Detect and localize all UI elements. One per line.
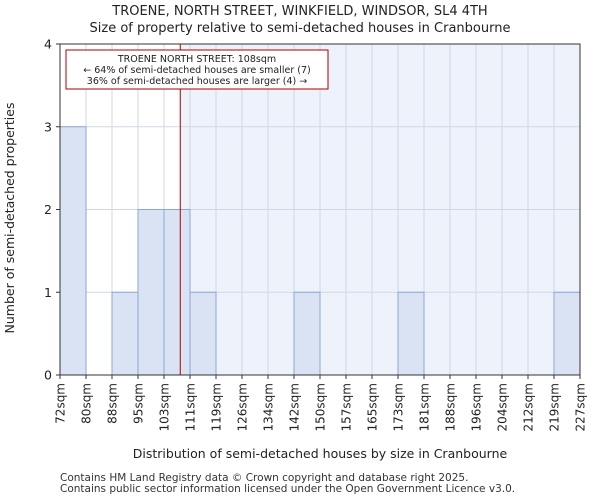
bars [59, 126, 581, 376]
x-tick-label: 111sqm [184, 383, 198, 431]
annotation-box: TROENE NORTH STREET: 108sqm ← 64% of sem… [65, 49, 329, 90]
chart-subtitle: Size of property relative to semi-detach… [89, 21, 511, 36]
x-axis-ticks: 72sqm 80sqm 88sqm 95sqm 103sqm 111sqm 119sqm 12… [54, 375, 588, 431]
bar [397, 291, 425, 376]
x-tick-label: 188sqm [444, 383, 458, 431]
x-tick-label: 142sqm [288, 383, 302, 431]
bar [59, 126, 87, 376]
x-tick-label: 80sqm [80, 383, 94, 424]
annotation-frame [65, 49, 329, 90]
y-tick-label: 1 [44, 285, 52, 300]
x-tick-label: 165sqm [366, 383, 380, 431]
x-tick-label: 204sqm [496, 383, 510, 431]
footer: Contains HM Land Registry data © Crown c… [60, 473, 515, 495]
bar [553, 291, 581, 376]
x-tick-label: 134sqm [262, 383, 276, 431]
histogram-chart: 0 1 2 3 4 72sqm 80sqm 88sqm 95sqm 103sqm 111sqm 11… [2, 37, 588, 462]
chart-title: TROENE, NORTH STREET, WINKFIELD, WINDSOR… [112, 4, 488, 19]
annotation-line-3: 36% of semi-detached houses are larger (… [87, 76, 307, 87]
x-tick-label: 103sqm [158, 383, 172, 431]
x-tick-label: 227sqm [574, 383, 588, 431]
bar [137, 209, 165, 376]
annotation-line-2: ← 64% of semi-detached houses are smalle… [83, 65, 311, 76]
x-tick-label: 119sqm [210, 383, 224, 431]
x-tick-label: 88sqm [106, 383, 120, 424]
x-tick-label: 212sqm [522, 383, 536, 431]
x-tick-label: 173sqm [392, 383, 406, 431]
y-tick-label: 4 [44, 37, 52, 52]
y-axis-label: Number of semi-detached properties [2, 103, 17, 334]
bar [163, 209, 191, 376]
y-tick-label: 3 [44, 119, 52, 134]
x-tick-label: 196sqm [470, 383, 484, 431]
y-tick-label: 2 [44, 202, 52, 217]
x-tick-label: 126sqm [236, 383, 250, 431]
x-tick-label: 150sqm [314, 383, 328, 431]
bar [189, 291, 217, 376]
footer-line-1: Contains HM Land Registry data © Crown c… [60, 472, 469, 484]
bar [293, 291, 321, 376]
x-tick-label: 181sqm [418, 383, 432, 431]
chart-title-block: TROENE, NORTH STREET, WINKFIELD, WINDSOR… [0, 3, 600, 37]
y-tick-label: 0 [44, 368, 52, 383]
x-tick-label: 157sqm [340, 383, 354, 431]
y-axis-ticks: 0 1 2 3 4 [44, 37, 60, 383]
x-axis-label: Distribution of semi-detached houses by … [133, 446, 508, 461]
x-tick-label: 72sqm [54, 383, 68, 424]
x-tick-label: 219sqm [548, 383, 562, 431]
bar [111, 291, 139, 376]
annotation-line-1: TROENE NORTH STREET: 108sqm [117, 54, 276, 65]
x-tick-label: 95sqm [132, 383, 146, 424]
footer-line-2: Contains public sector information licen… [60, 483, 516, 495]
